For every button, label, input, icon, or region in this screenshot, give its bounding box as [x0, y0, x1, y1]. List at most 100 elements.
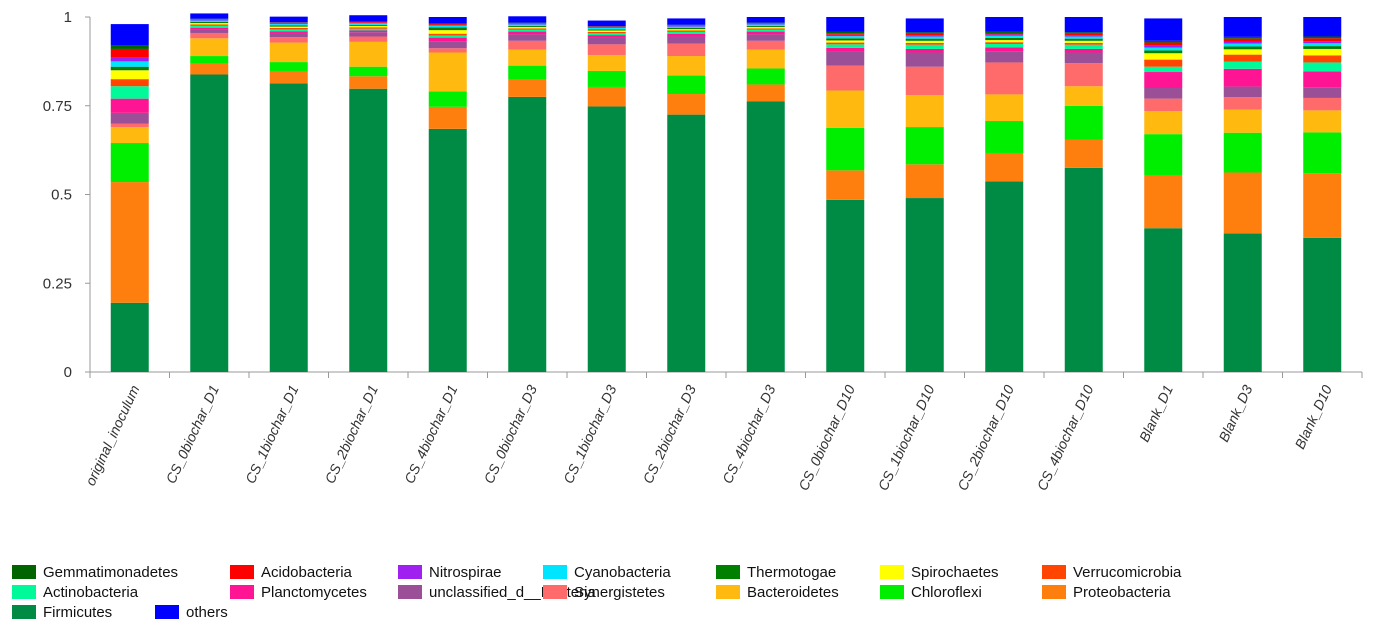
bar-segment [190, 63, 229, 75]
bar-segment [1064, 40, 1103, 43]
bar-segment [1144, 53, 1183, 60]
bar-segment [1223, 49, 1262, 55]
bar-segment [746, 23, 785, 24]
bar-segment [587, 35, 626, 38]
bar-segment [667, 25, 706, 26]
legend-swatch [398, 585, 422, 599]
bar-segment [428, 52, 467, 92]
bar-segment [1144, 66, 1183, 73]
bar-segment [826, 65, 865, 91]
legend-item[interactable]: Actinobacteria [12, 583, 138, 601]
bar-segment [746, 26, 785, 29]
bar-segment [428, 41, 467, 49]
bar-segment [746, 40, 785, 50]
legend-label: Spirochaetes [911, 563, 999, 581]
bar-segment [905, 127, 944, 165]
bar-segment [826, 42, 865, 45]
bar-segment [667, 30, 706, 32]
legend-row: Gemmatimonadetes Acidobacteria Nitrospirae… [12, 563, 1362, 581]
legend-item[interactable]: Proteobacteria [1042, 583, 1171, 601]
legend-item[interactable]: Firmicutes [12, 603, 112, 621]
legend-item[interactable]: Gemmatimonadetes [12, 563, 178, 581]
bar-segment [1144, 98, 1183, 112]
bar-segment [428, 48, 467, 53]
y-tick-label: 1 [64, 9, 72, 26]
legend-swatch [543, 585, 567, 599]
x-category-label: CS_1biochar_D10 [875, 382, 938, 493]
bar-segment [269, 29, 308, 32]
bar-segment [110, 127, 149, 144]
bar-segment [110, 66, 149, 71]
bar-segment [190, 13, 229, 19]
bar-segment [746, 29, 785, 32]
bar-segment [746, 25, 785, 27]
bar-segment [110, 70, 149, 80]
legend-item[interactable]: Acidobacteria [230, 563, 352, 581]
legend-item[interactable]: Thermotogae [716, 563, 836, 581]
bar-stack [667, 18, 706, 372]
bar-segment [746, 101, 785, 373]
bar-segment [1144, 45, 1183, 48]
legend-label: Actinobacteria [43, 583, 139, 601]
x-category-label: CS_0biochar_D10 [795, 382, 858, 493]
bar-segment [587, 106, 626, 373]
bar-segment [508, 24, 547, 26]
bar-segment [110, 24, 149, 46]
bar-segment [826, 38, 865, 41]
bar-segment [269, 28, 308, 30]
bar-stack [1303, 17, 1342, 372]
legend-item[interactable]: Spirochaetes [880, 563, 999, 581]
bar-segment [349, 25, 388, 28]
bar-segment [1223, 61, 1262, 69]
bar-segment [190, 74, 229, 372]
legend-swatch [12, 605, 36, 619]
bar-segment [667, 25, 706, 27]
legend-swatch [230, 585, 254, 599]
bar-segment [508, 34, 547, 41]
legend-item[interactable]: others [155, 603, 228, 621]
bar-segment [269, 42, 308, 63]
bar-segment [508, 26, 547, 29]
legend-swatch [398, 565, 422, 579]
bar-segment [1144, 228, 1183, 372]
x-category-label: CS_4biochar_D3 [719, 382, 779, 486]
bar-segment [826, 40, 865, 43]
bar-segment [667, 18, 706, 25]
bar-segment [1303, 62, 1342, 72]
bar-segment [349, 30, 388, 33]
legend-item[interactable]: Chloroflexi [880, 583, 982, 601]
legend-swatch [716, 585, 740, 599]
legend-item[interactable]: Planctomycetes [230, 583, 367, 601]
bar-segment [905, 48, 944, 53]
bar-segment [1064, 44, 1103, 49]
bar-segment [905, 32, 944, 34]
bar-segment [269, 83, 308, 372]
bar-segment [1303, 110, 1342, 133]
bar-segment [985, 31, 1024, 33]
legend-item[interactable]: Verrucomicrobia [1042, 563, 1181, 581]
legend-item[interactable]: Synergistetes [543, 583, 665, 601]
bar-stack [190, 13, 229, 372]
legend-swatch [12, 585, 36, 599]
legend-label: others [186, 603, 228, 621]
bar-segment [349, 41, 388, 67]
bar-segment [587, 33, 626, 36]
bar-segment [190, 29, 229, 33]
bar-segment [905, 164, 944, 199]
x-category-label: CS_0biochar_D3 [480, 382, 540, 486]
bar-segment [1064, 42, 1103, 45]
bar-segment [428, 37, 467, 42]
bar-segment [1064, 38, 1103, 41]
bar-segment [428, 91, 467, 107]
bar-segment [985, 34, 1024, 36]
bar-segment [1303, 71, 1342, 88]
legend-item[interactable]: Nitrospirae [398, 563, 502, 581]
bar-segment [508, 65, 547, 80]
bar-segment [1303, 43, 1342, 47]
legend-item[interactable]: Bacteroidetes [716, 583, 839, 601]
bar-segment [1223, 86, 1262, 98]
bar-segment [985, 32, 1024, 35]
legend-item[interactable]: Cyanobacteria [543, 563, 671, 581]
x-category-label: CS_2biochar_D1 [321, 383, 381, 486]
bar-segment [110, 61, 149, 67]
